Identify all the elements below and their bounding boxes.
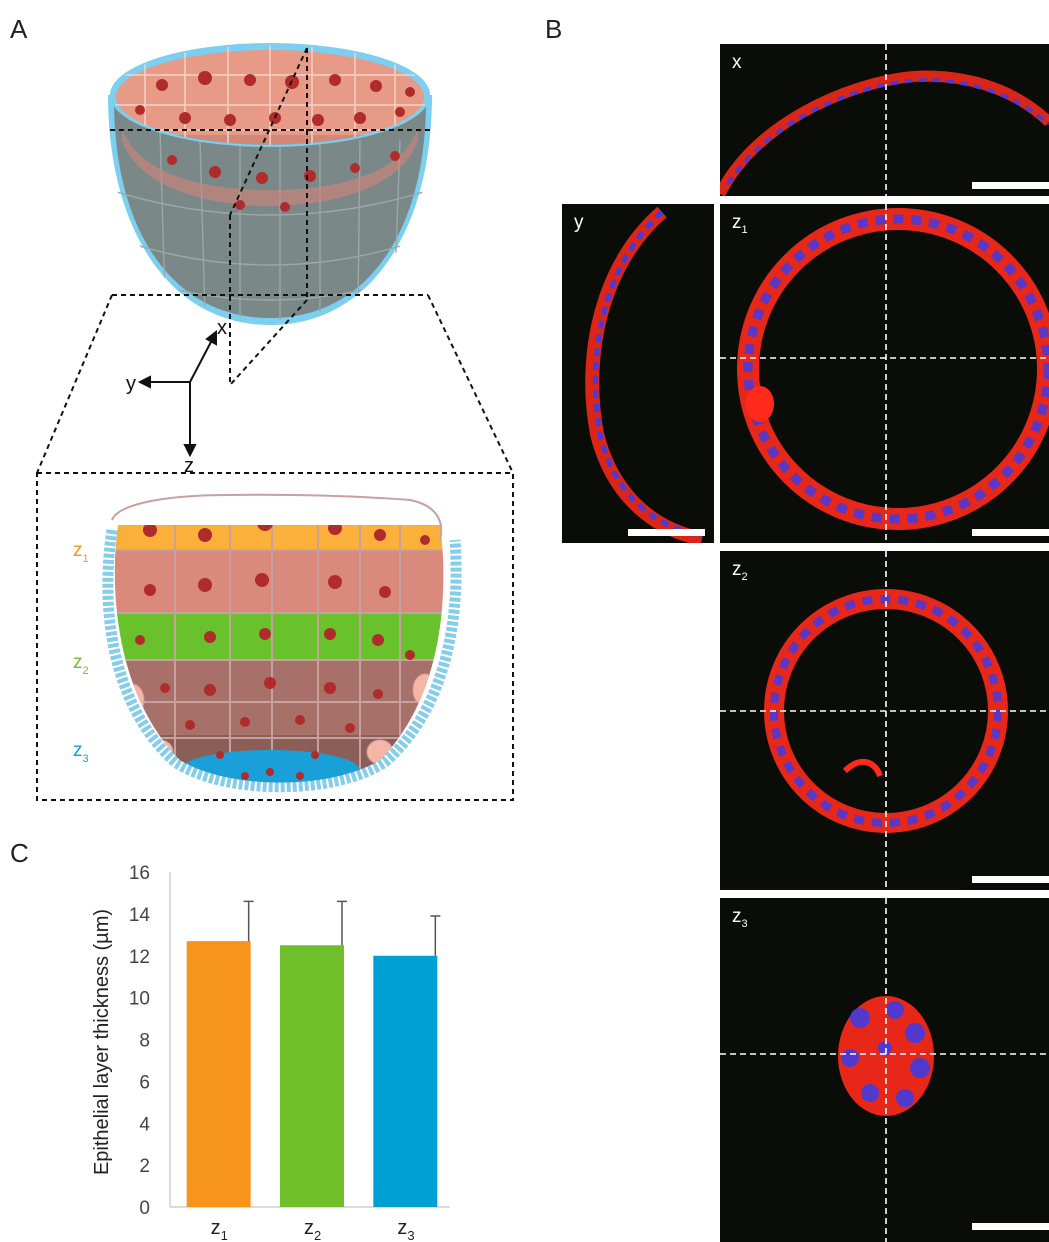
section-plane-lines: [36, 47, 514, 474]
zone-label-z1: z1: [73, 540, 89, 565]
y-axis-title: Epithelial layer thickness (µm): [91, 909, 113, 1175]
x-tick-label: z2: [304, 1217, 321, 1242]
micrograph-z3: z3: [720, 898, 1049, 1242]
x-tick-label: z3: [397, 1217, 414, 1242]
scale-bar: [972, 529, 1049, 536]
micrograph-z1: z1: [720, 204, 1049, 543]
cup-cross-section: [102, 493, 462, 793]
zone-label-z3: z3: [73, 740, 89, 765]
zone-label-z2: z2: [73, 652, 89, 677]
inner-cells: [112, 45, 428, 145]
bar-z2: [280, 945, 344, 1207]
micrograph-x: x: [720, 44, 1049, 196]
micrograph-z3-label: z3: [732, 906, 748, 930]
bar-z3: [373, 955, 438, 1207]
error-bar-z1: [243, 900, 254, 942]
axis-y-label: y: [126, 373, 136, 395]
thickness-bar-chart: 0 2 4 6 8 10 12 14 16 z1 z2 z3 Epithelial layer th…: [91, 863, 450, 1242]
zoom-box: [36, 472, 514, 801]
cup-shell: [102, 529, 462, 793]
micrograph-y: y: [562, 204, 714, 543]
micrograph-y-label: y: [574, 212, 584, 233]
y-tick-label: 6: [139, 1072, 150, 1093]
scale-bar: [972, 1223, 1049, 1230]
scale-bar: [972, 182, 1049, 189]
inner-nuclei: [135, 71, 415, 126]
scale-bar: [628, 529, 705, 536]
y-tick-label: 12: [129, 947, 150, 968]
scale-bar: [972, 876, 1049, 883]
axis-z-label: z: [184, 455, 194, 477]
hemisphere-schematic: x y z: [36, 43, 514, 801]
cup-nuclei: [135, 525, 430, 780]
panel-label-b: B: [545, 14, 563, 44]
error-bar-z2: [337, 900, 347, 946]
error-bar-z3: [430, 915, 441, 956]
y-tick-label: 0: [139, 1198, 150, 1219]
micrograph-z2-label: z2: [732, 559, 748, 583]
axis-x-label: x: [217, 317, 227, 339]
y-tick-label: 4: [139, 1114, 150, 1135]
panel-label-c: C: [10, 838, 29, 868]
x-tick-label: z1: [211, 1217, 228, 1242]
bar-z1: [186, 941, 251, 1207]
hemisphere-outer: [114, 100, 426, 318]
y-tick-label: 8: [139, 1031, 150, 1052]
y-tick-label: 14: [129, 905, 151, 926]
y-tick-label: 2: [139, 1156, 150, 1177]
y-tick-label: 10: [129, 989, 150, 1010]
panel-label-a: A: [10, 14, 28, 44]
axis-triad: [137, 329, 217, 458]
micrograph-z1-label: z1: [732, 212, 748, 236]
y-tick-label: 16: [129, 863, 150, 884]
micrograph-z2: z2: [720, 551, 1049, 890]
micrograph-x-label: x: [732, 52, 742, 73]
